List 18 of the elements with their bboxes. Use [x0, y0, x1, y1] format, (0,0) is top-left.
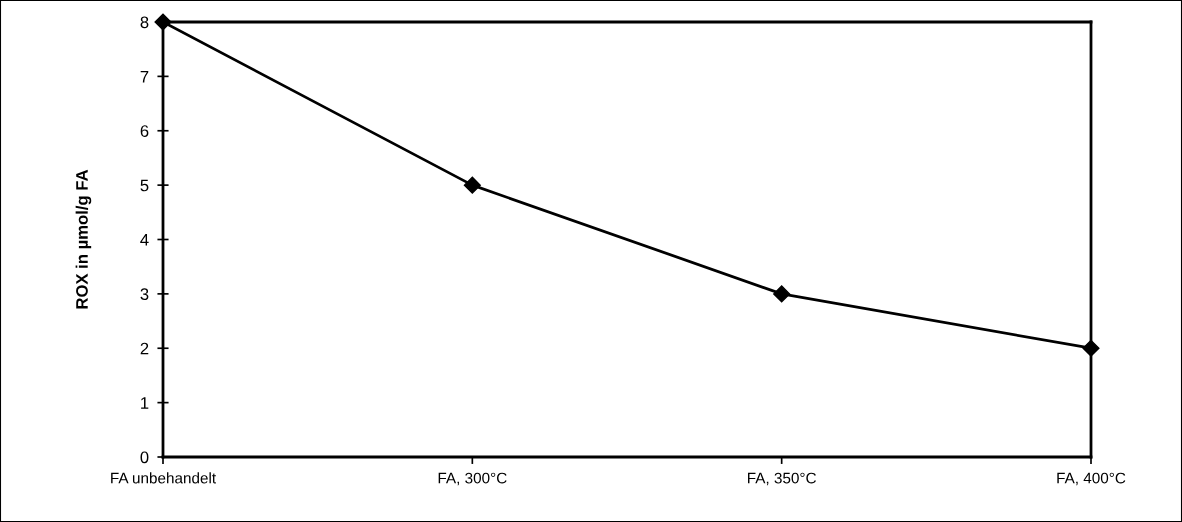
x-tick-label: FA, 400°C [1057, 472, 1126, 486]
y-tick-label: 8 [140, 16, 149, 29]
point [463, 176, 481, 194]
y-tick-label: 1 [141, 397, 149, 409]
y-tick-label: 4 [140, 234, 149, 246]
y-tick-label: 2 [140, 342, 149, 355]
point [1082, 339, 1100, 357]
x-tick-label: FA, 350°C [748, 472, 816, 486]
y-tick-label: 0 [140, 451, 149, 464]
y-tick-label: 5 [140, 179, 149, 192]
y-tick-label: 6 [140, 125, 149, 137]
point [154, 13, 172, 31]
x-tick-label: FA unbehandelt [111, 472, 216, 484]
y-tick-label: 3 [140, 288, 149, 301]
x-tick-label: FA, 300°C [438, 472, 507, 486]
y-tick-label: 7 [140, 70, 149, 83]
point [773, 285, 791, 303]
y-axis-title: ROX in µmol/g FA [75, 169, 92, 309]
